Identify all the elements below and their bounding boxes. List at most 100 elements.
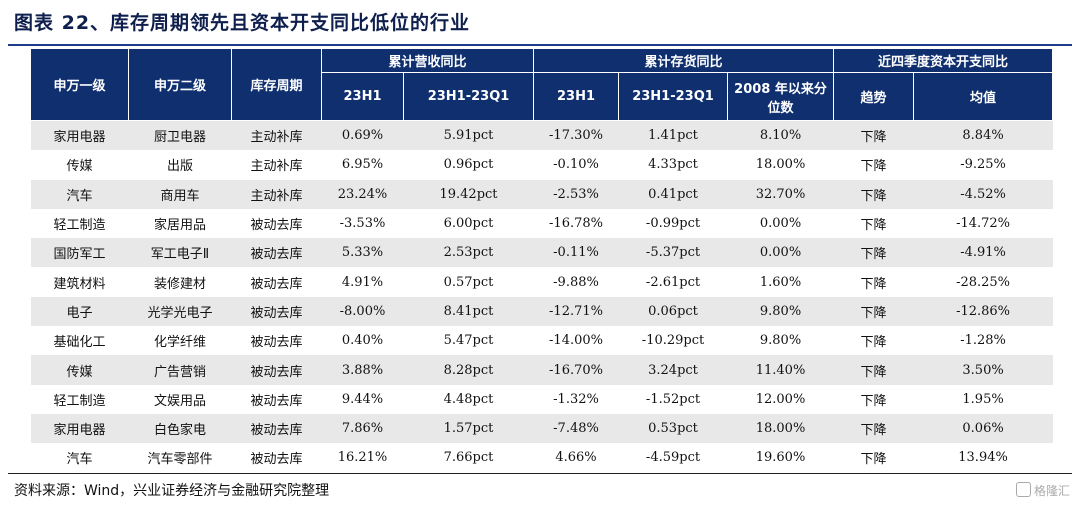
cell-rev-23h1: 4.91% [321,267,404,297]
cell-level2: 装修建材 [128,267,232,297]
cell-cycle: 被动去库 [231,296,322,327]
cell-inv-23h1: -16.70% [533,355,619,385]
cell-cycle: 被动去库 [231,355,322,385]
cell-rev-23h1: 9.44% [321,384,404,414]
cell-inv-23h1: -17.30% [533,120,619,151]
cell-cycle: 主动补库 [231,179,322,209]
cell-rev-23h1: 16.21% [321,443,404,473]
table-row: 汽车 汽车零部件 被动去库 16.21% 7.66pct 4.66% -4.59pct 19.… [30,443,1053,473]
cell-rev-23h1: 7.86% [321,413,404,444]
cell-capex-avg: 8.84% [913,120,1053,151]
cell-level1: 传媒 [30,150,129,180]
cell-rev-23h1: -3.53% [321,208,404,239]
header-group-inventory: 累计存货同比 [533,48,835,73]
cell-level1: 轻工制造 [30,208,129,239]
cell-cycle: 被动去库 [231,326,322,356]
cell-rev-diff: 19.42pct [403,179,534,209]
cell-capex-avg: 3.50% [913,355,1053,385]
cell-inv-diff: 3.24pct [618,355,728,385]
cell-inv-diff: -1.52pct [618,384,728,414]
cell-rev-23h1: 3.88% [321,355,404,385]
cell-capex-trend: 下降 [833,120,914,151]
cell-inv-percentile: 9.80% [727,296,834,327]
cell-capex-avg: -1.28% [913,326,1053,356]
cell-capex-trend: 下降 [833,326,914,356]
cell-inv-percentile: 0.00% [727,238,834,268]
cell-inv-diff: -4.59pct [618,443,728,473]
cell-rev-diff: 8.41pct [403,296,534,327]
cell-level2: 文娱用品 [128,384,232,414]
cell-capex-avg: -4.91% [913,238,1053,268]
cell-level1: 基础化工 [30,326,129,356]
cell-rev-diff: 0.57pct [403,267,534,297]
table-row: 国防军工 军工电子Ⅱ 被动去库 5.33% 2.53pct -0.11% -5.37pct 0… [30,238,1053,268]
header-inv-diff: 23H1-23Q1 [618,72,729,121]
cell-capex-trend: 下降 [833,443,914,473]
header-rev-diff: 23H1-23Q1 [402,72,535,121]
cell-inv-23h1: -7.48% [533,413,619,444]
header-level1: 申万一级 [30,48,129,121]
bottom-divider [8,473,1072,474]
cell-rev-diff: 0.96pct [403,150,534,180]
cell-inv-percentile: 8.10% [727,120,834,151]
cell-capex-avg: 13.94% [913,443,1053,473]
cell-level1: 家用电器 [30,120,129,151]
table-row: 建筑材料 装修建材 被动去库 4.91% 0.57pct -9.88% -2.61pct 1.… [30,267,1053,297]
cell-level1: 家用电器 [30,413,129,444]
cell-inv-percentile: 1.60% [727,267,834,297]
source-note: 资料来源：Wind，兴业证券经济与金融研究院整理 [14,483,330,499]
cell-inv-diff: 0.53pct [618,413,728,444]
cell-capex-avg: -14.72% [913,208,1053,239]
cell-rev-23h1: 23.24% [321,179,404,209]
table-row: 传媒 广告营销 被动去库 3.88% 8.28pct -16.70% 3.24pct 11.4… [30,355,1053,385]
cell-inv-diff: -5.37pct [618,238,728,268]
cell-level1: 国防军工 [30,238,129,268]
cell-level2: 化学纤维 [128,326,232,356]
cell-level2: 汽车零部件 [128,443,232,473]
watermark: 格隆汇 [1015,482,1070,499]
table-row: 汽车 商用车 主动补库 23.24% 19.42pct -2.53% 0.41pct 32.7… [30,179,1053,209]
cell-level2: 商用车 [128,179,232,209]
table-row: 基础化工 化学纤维 被动去库 0.40% 5.47pct -14.00% -10.29pct… [30,326,1053,356]
cell-level2: 光学光电子 [128,296,232,327]
cell-inv-percentile: 11.40% [727,355,834,385]
header-capex-avg: 均值 [913,72,1054,121]
cell-rev-23h1: 5.33% [321,238,404,268]
cell-capex-trend: 下降 [833,150,914,180]
cell-inv-percentile: 12.00% [727,384,834,414]
cell-inv-23h1: -0.11% [533,238,619,268]
cell-cycle: 主动补库 [231,150,322,180]
cell-rev-diff: 4.48pct [403,384,534,414]
cell-capex-avg: -4.52% [913,179,1053,209]
header-group-revenue: 累计营收同比 [320,48,535,73]
industry-table: 申万一级 申万二级 库存周期 累计营收同比 累计存货同比 近四季度资本开支同比 … [30,48,1054,473]
table-row: 轻工制造 文娱用品 被动去库 9.44% 4.48pct -1.32% -1.52pct 12… [30,384,1053,414]
cell-inv-23h1: -2.53% [533,179,619,209]
cell-cycle: 被动去库 [231,384,322,414]
cell-level2: 出版 [128,150,232,180]
cell-capex-trend: 下降 [833,384,914,414]
table-row: 家用电器 厨卫电器 主动补库 0.69% 5.91pct -17.30% 1.41pct 8.… [30,120,1053,151]
top-divider [8,44,1072,46]
header-capex-trend: 趋势 [833,72,915,121]
cell-capex-avg: -12.86% [913,296,1053,327]
cell-rev-23h1: 0.69% [321,120,404,151]
cell-inv-percentile: 19.60% [727,443,834,473]
cell-inv-percentile: 18.00% [727,413,834,444]
cell-cycle: 被动去库 [231,208,322,239]
cell-inv-23h1: -9.88% [533,267,619,297]
cell-level1: 电子 [30,296,129,327]
cell-inv-diff: -2.61pct [618,267,728,297]
cell-inv-diff: 4.33pct [618,150,728,180]
cell-cycle: 被动去库 [231,267,322,297]
cell-capex-avg: -28.25% [913,267,1053,297]
cell-inv-23h1: 4.66% [533,443,619,473]
cell-capex-trend: 下降 [833,267,914,297]
cell-inv-diff: 0.06pct [618,296,728,327]
cell-inv-diff: 0.41pct [618,179,728,209]
header-rev-23h1: 23H1 [321,72,404,121]
cell-cycle: 被动去库 [231,443,322,473]
cell-inv-23h1: -14.00% [533,326,619,356]
header-level2: 申万二级 [128,48,232,121]
cell-inv-percentile: 32.70% [727,179,834,209]
